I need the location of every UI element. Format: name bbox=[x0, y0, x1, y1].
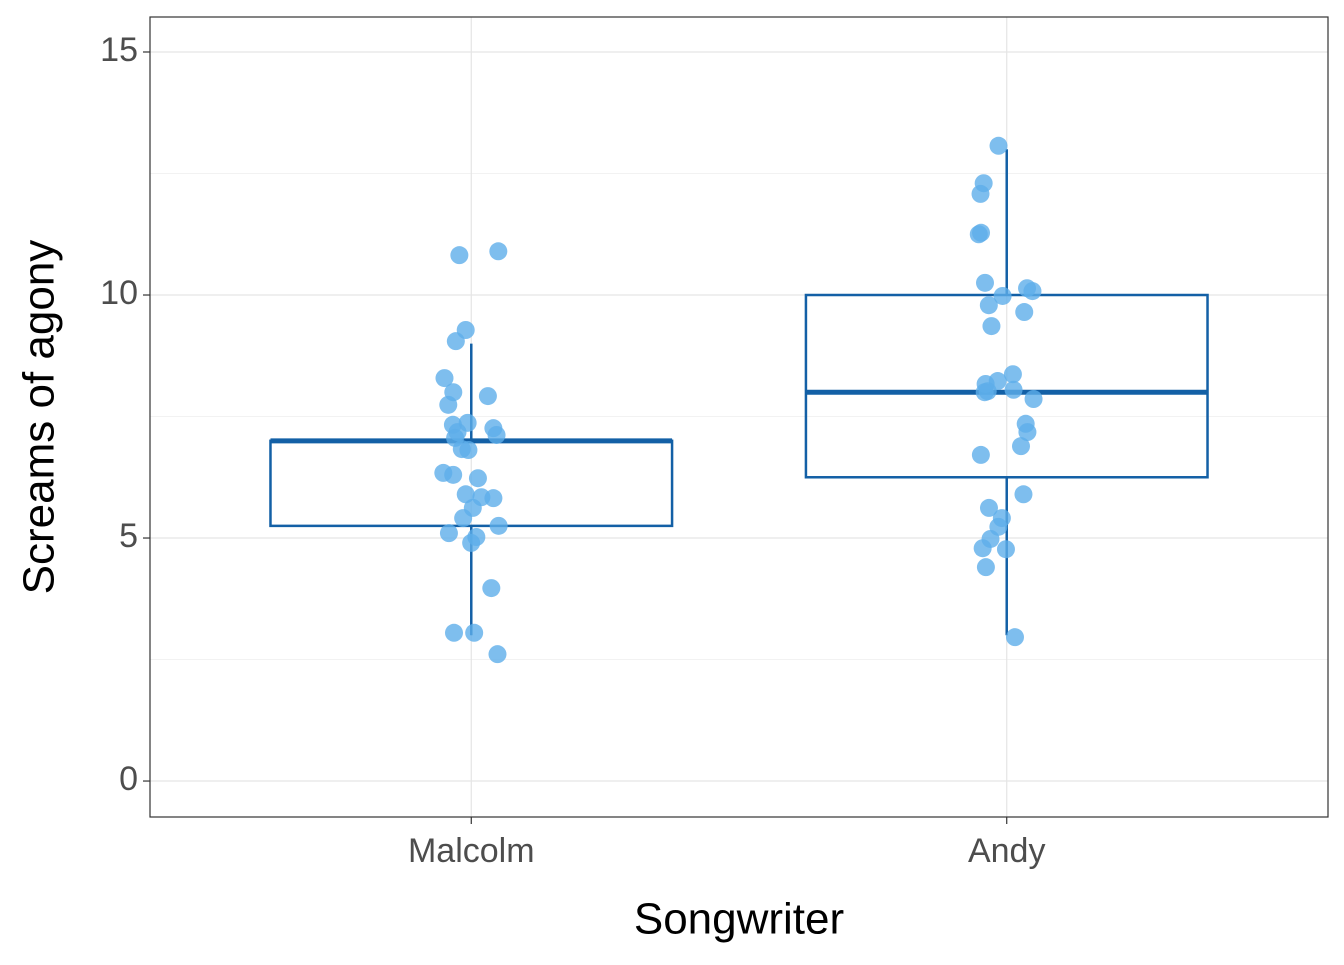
point bbox=[468, 469, 487, 488]
point bbox=[487, 425, 506, 444]
point bbox=[484, 489, 503, 508]
point bbox=[969, 225, 988, 244]
point bbox=[450, 246, 469, 265]
point bbox=[1014, 485, 1033, 504]
point bbox=[996, 540, 1015, 559]
point bbox=[1003, 365, 1022, 384]
point bbox=[971, 445, 990, 464]
point bbox=[973, 539, 992, 558]
y-tick-label: 10 bbox=[100, 274, 138, 312]
point bbox=[489, 516, 508, 535]
point bbox=[975, 383, 994, 402]
point bbox=[971, 184, 990, 203]
point bbox=[982, 317, 1001, 336]
point bbox=[979, 296, 998, 315]
point bbox=[1024, 390, 1043, 409]
x-tick-label: Malcolm bbox=[408, 832, 535, 870]
point bbox=[1015, 303, 1034, 322]
point bbox=[444, 465, 463, 484]
point bbox=[465, 623, 484, 642]
point bbox=[444, 623, 463, 642]
point bbox=[976, 558, 995, 577]
point bbox=[1018, 423, 1037, 442]
point bbox=[488, 645, 507, 664]
point bbox=[993, 286, 1012, 305]
point bbox=[1011, 437, 1030, 456]
point bbox=[489, 242, 508, 261]
x-axis-title: Songwriter bbox=[634, 895, 844, 944]
point bbox=[454, 509, 473, 528]
panel-border bbox=[149, 16, 1329, 818]
point bbox=[456, 485, 475, 504]
point bbox=[989, 136, 1008, 155]
point bbox=[446, 332, 465, 351]
point bbox=[979, 498, 998, 517]
point bbox=[1023, 282, 1042, 301]
point bbox=[435, 369, 454, 388]
x-tick-label: Andy bbox=[968, 832, 1046, 870]
point bbox=[462, 533, 481, 552]
y-axis-title: Screams of agony bbox=[15, 240, 64, 595]
point bbox=[1004, 380, 1023, 399]
point bbox=[478, 387, 497, 406]
point bbox=[459, 441, 478, 460]
y-tick-label: 15 bbox=[100, 31, 138, 69]
point bbox=[482, 579, 501, 598]
point bbox=[439, 395, 458, 414]
point bbox=[975, 273, 994, 292]
y-tick-label: 0 bbox=[119, 760, 138, 798]
y-tick-label: 5 bbox=[119, 517, 138, 555]
point bbox=[439, 524, 458, 543]
point bbox=[1005, 628, 1024, 647]
